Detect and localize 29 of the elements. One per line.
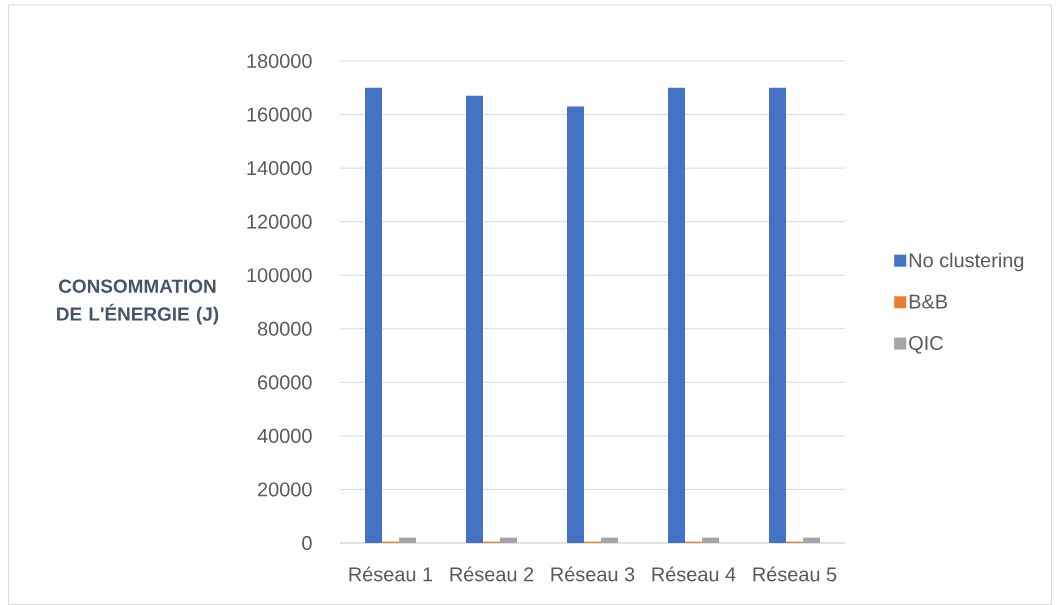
y-tick-label: 140000 — [247, 161, 312, 176]
y-axis-title: CONSOMMATION DE L'ÉNERGIE (J) — [57, 279, 219, 325]
bar — [601, 537, 618, 543]
legend-label: B&B — [909, 294, 947, 309]
y-tick-label: 20000 — [258, 482, 312, 497]
y-tick-label: 180000 — [247, 53, 312, 69]
x-tick-label: Réseau 3 — [551, 566, 635, 582]
bar — [365, 87, 382, 543]
bar — [466, 95, 483, 543]
x-tick-label: Réseau 5 — [753, 566, 837, 582]
y-tick-label: 100000 — [247, 268, 312, 283]
y-tick-label: 40000 — [257, 428, 312, 443]
y-tick-label: 120000 — [247, 214, 312, 229]
x-tick-label: Réseau 1 — [349, 566, 433, 582]
legend-label: No clustering — [909, 252, 1024, 272]
bar — [399, 537, 416, 543]
bar — [567, 106, 584, 543]
bar — [769, 87, 786, 543]
y-tick-label: 80000 — [257, 321, 312, 336]
bar — [803, 537, 820, 543]
y-tick-label: 0 — [302, 535, 312, 551]
y-tick-label: 60000 — [258, 375, 312, 390]
legend-label: QIC — [909, 335, 943, 354]
bar — [702, 537, 719, 543]
bar — [500, 537, 517, 543]
bar — [668, 87, 685, 543]
x-tick-label: Réseau 2 — [450, 566, 534, 582]
y-tick-label: 160000 — [247, 107, 312, 122]
x-tick-label: Réseau 4 — [652, 566, 736, 582]
